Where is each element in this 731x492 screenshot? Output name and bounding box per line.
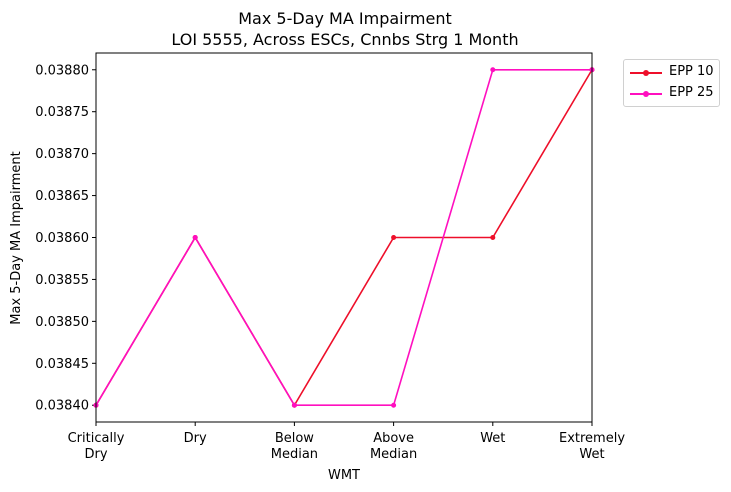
x-tick-label: Dry (184, 431, 207, 446)
y-axis-ticks: 0.03840 0.03845 0.03850 0.03855 0.03860 0.038… (35, 63, 96, 414)
legend-swatch-epp25 (630, 91, 662, 97)
data-point-epp25 (490, 67, 496, 73)
y-tick-label: 0.03840 (35, 399, 89, 414)
series-line-epp10 (95, 69, 593, 407)
x-tick-label: Critically Dry (68, 431, 125, 462)
data-point-epp25 (391, 402, 397, 408)
x-axis-ticks: Critically Dry Dry Below Median Above Median We… (68, 422, 625, 462)
data-point-epp25 (192, 235, 198, 240)
y-tick-label: 0.03865 (35, 189, 89, 204)
legend-item-epp10: EPP 10 (624, 63, 719, 83)
legend-label-epp25: EPP 25 (669, 85, 714, 100)
x-axis-label: WMT (328, 468, 360, 483)
y-tick-label: 0.03845 (35, 357, 89, 372)
y-tick-label: 0.03860 (35, 231, 89, 246)
y-tick-label: 0.03875 (35, 105, 89, 120)
x-tick-label: Below Median (271, 431, 318, 462)
series-line-epp25 (95, 68, 592, 407)
x-tick-label: Wet (480, 431, 505, 446)
plot-frame (95, 52, 593, 423)
x-tick-label: Extremely Wet (559, 431, 625, 462)
y-axis-label: Max 5-Day MA Impairment (9, 151, 24, 324)
y-tick-label: 0.03850 (35, 315, 89, 330)
data-point-epp10 (391, 235, 397, 240)
chart-subtitle: LOI 5555, Across ESCs, Cnnbs Strg 1 Mont… (171, 30, 518, 49)
data-point-epp10 (490, 235, 496, 240)
legend-item-epp25: EPP 25 (624, 84, 719, 104)
data-point-epp25 (291, 402, 297, 408)
legend-label-epp10: EPP 10 (669, 64, 714, 79)
legend: EPP 10 EPP 25 (623, 59, 720, 107)
chart-title: Max 5-Day MA Impairment (238, 9, 451, 28)
x-tick-label: Above Median (370, 431, 417, 462)
y-tick-label: 0.03880 (35, 63, 89, 78)
y-tick-label: 0.03855 (35, 273, 89, 288)
y-tick-label: 0.03870 (35, 147, 89, 162)
series-layer (93, 67, 595, 408)
legend-swatch-epp10 (630, 70, 662, 76)
